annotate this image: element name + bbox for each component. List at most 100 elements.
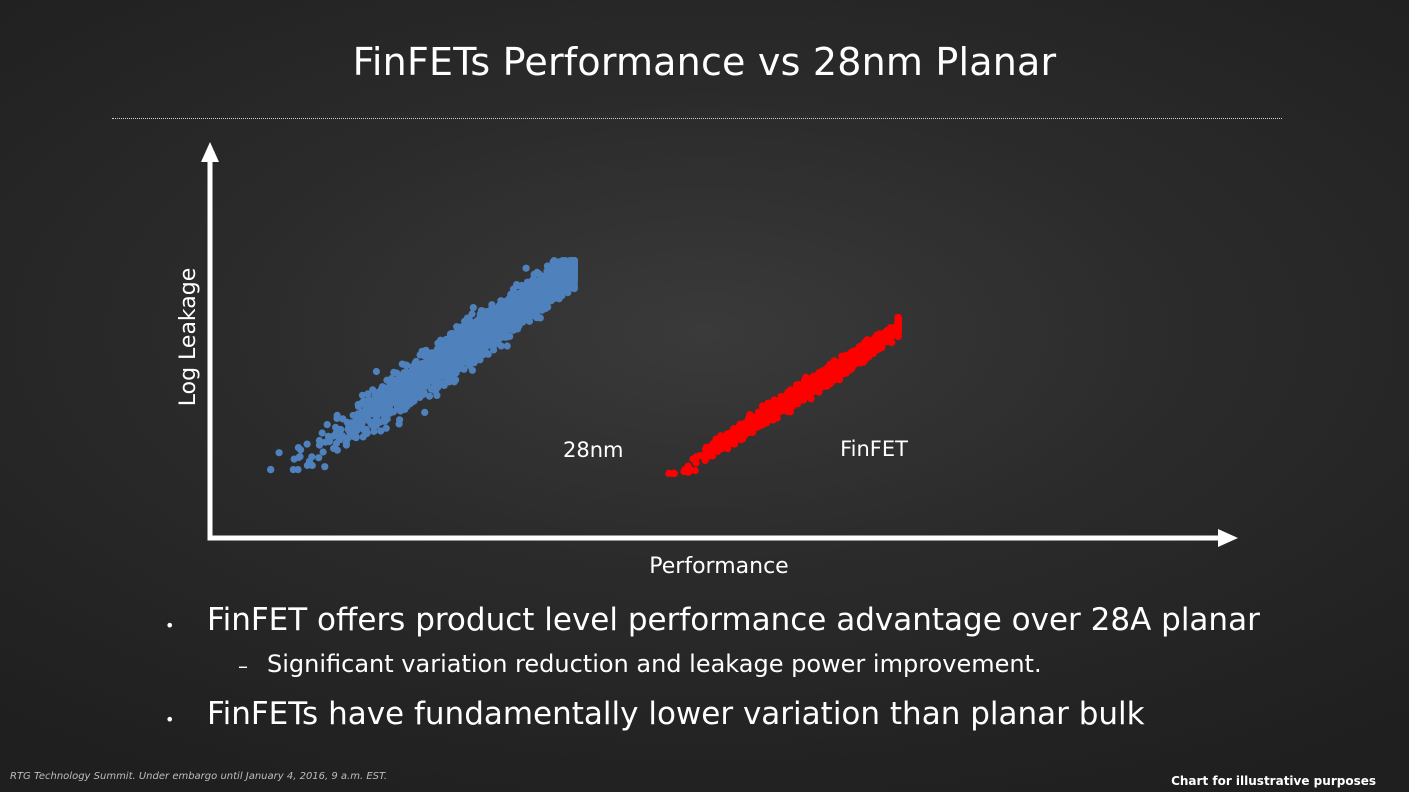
scatter-point xyxy=(522,307,530,315)
scatter-point xyxy=(523,278,532,286)
scatter-point xyxy=(395,375,403,383)
scatter-point xyxy=(809,376,818,384)
scatter-point xyxy=(465,315,473,323)
scatter-point xyxy=(490,346,498,354)
scatter-point xyxy=(862,345,870,353)
scatter-point xyxy=(393,369,401,377)
scatter-point xyxy=(756,419,764,427)
scatter-point xyxy=(401,361,410,369)
scatter-point xyxy=(793,382,801,390)
scatter-point xyxy=(562,280,571,289)
scatter-point xyxy=(428,363,436,371)
scatter-point xyxy=(372,367,380,376)
scatter-point xyxy=(333,414,341,422)
scatter-point xyxy=(833,365,841,373)
series-label-28nm: 28nm xyxy=(563,438,624,462)
series-28nm xyxy=(267,257,578,474)
scatter-point xyxy=(512,292,520,300)
scatter-point xyxy=(433,375,441,383)
scatter-point xyxy=(445,357,454,365)
scatter-point xyxy=(381,417,389,425)
scatter-point xyxy=(570,277,578,285)
scatter-point xyxy=(318,429,326,437)
scatter-point xyxy=(501,327,509,335)
scatter-point xyxy=(536,304,544,313)
scatter-point xyxy=(490,317,498,325)
scatter-point xyxy=(297,446,305,454)
scatter-point xyxy=(315,454,323,462)
scatter-point xyxy=(290,455,298,463)
scatter-point xyxy=(693,453,701,461)
scatter-point xyxy=(364,390,372,398)
scatter-point xyxy=(570,272,578,280)
scatter-point xyxy=(504,307,512,315)
scatter-point xyxy=(516,297,525,305)
scatter-point xyxy=(403,402,411,410)
scatter-point xyxy=(783,392,791,400)
scatter-point xyxy=(714,447,722,455)
scatter-point xyxy=(687,466,695,474)
scatter-point xyxy=(701,453,709,462)
scatter-point xyxy=(746,411,754,419)
scatter-point xyxy=(396,416,404,424)
scatter-point xyxy=(324,432,332,440)
scatter-point xyxy=(544,288,552,296)
scatter-point xyxy=(712,435,720,443)
title-divider xyxy=(112,118,1282,119)
scatter-point xyxy=(488,304,496,312)
series-label-finfet: FinFET xyxy=(840,437,908,461)
scatter-point xyxy=(570,283,578,292)
scatter-point xyxy=(434,352,442,360)
scatter-point xyxy=(267,466,275,474)
scatter-point xyxy=(559,264,567,273)
scatter-point xyxy=(507,290,515,298)
scatter-point xyxy=(422,369,430,377)
scatter-point xyxy=(538,294,546,302)
scatter-point xyxy=(759,402,767,410)
scatter-point xyxy=(406,377,414,385)
footer-embargo: RTG Technology Summit. Under embargo unt… xyxy=(10,771,388,782)
slide-title: FinFETs Performance vs 28nm Planar xyxy=(352,40,1057,84)
scatter-point xyxy=(377,386,385,394)
scatter-point xyxy=(452,339,460,347)
scatter-point xyxy=(807,395,815,403)
scatter-point xyxy=(323,421,331,429)
scatter-point xyxy=(788,389,796,397)
scatter-point xyxy=(746,416,755,424)
scatter-point xyxy=(362,414,370,422)
scatter-point xyxy=(570,266,578,274)
scatter-point xyxy=(377,427,385,435)
scatter-point xyxy=(764,399,772,407)
scatter-point xyxy=(392,399,401,407)
scatter-point xyxy=(459,335,467,343)
scatter-point xyxy=(494,330,503,338)
scatter-point xyxy=(878,335,886,343)
bullet-dot: • xyxy=(165,710,175,729)
scatter-point xyxy=(420,389,428,397)
scatter-point xyxy=(352,434,360,442)
sub-bullet-dash: – xyxy=(238,654,248,678)
scatter-point xyxy=(393,388,401,396)
scatter-point xyxy=(861,352,869,360)
scatter-point xyxy=(303,440,311,448)
sub-bullet-1: Significant variation reduction and leak… xyxy=(267,650,1042,678)
scatter-point xyxy=(321,463,329,471)
scatter-point xyxy=(893,326,901,334)
scatter-point xyxy=(856,349,864,357)
scatter-point xyxy=(275,449,283,457)
scatter-point xyxy=(421,408,429,416)
scatter-point xyxy=(358,421,366,430)
scatter-point xyxy=(533,314,541,322)
scatter-point xyxy=(414,378,422,387)
scatter-point xyxy=(420,352,429,360)
scatter-point xyxy=(403,387,411,395)
scatter-point xyxy=(843,364,851,372)
scatter-point xyxy=(346,429,354,437)
scatter-point xyxy=(434,369,442,377)
scatter-point xyxy=(734,430,742,438)
scatter-point xyxy=(570,257,578,265)
scatter-point xyxy=(479,307,488,315)
scatter-point xyxy=(786,404,794,413)
scatter-point xyxy=(353,426,361,434)
